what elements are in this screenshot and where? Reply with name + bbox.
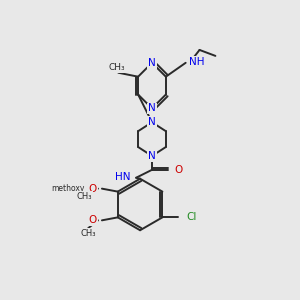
Text: O: O [175, 165, 183, 175]
Text: HN: HN [115, 172, 130, 182]
Text: CH₃: CH₃ [76, 192, 92, 201]
Text: N: N [148, 151, 156, 161]
Text: N: N [148, 117, 156, 127]
Text: CH₃: CH₃ [109, 63, 126, 72]
Text: methoxy: methoxy [52, 184, 85, 193]
Text: O: O [89, 184, 97, 194]
Text: N: N [148, 103, 156, 113]
Text: N: N [148, 58, 156, 68]
Text: Cl: Cl [186, 212, 197, 222]
Text: NH: NH [189, 57, 204, 67]
Text: CH₃: CH₃ [80, 229, 96, 238]
Text: O: O [89, 215, 97, 225]
